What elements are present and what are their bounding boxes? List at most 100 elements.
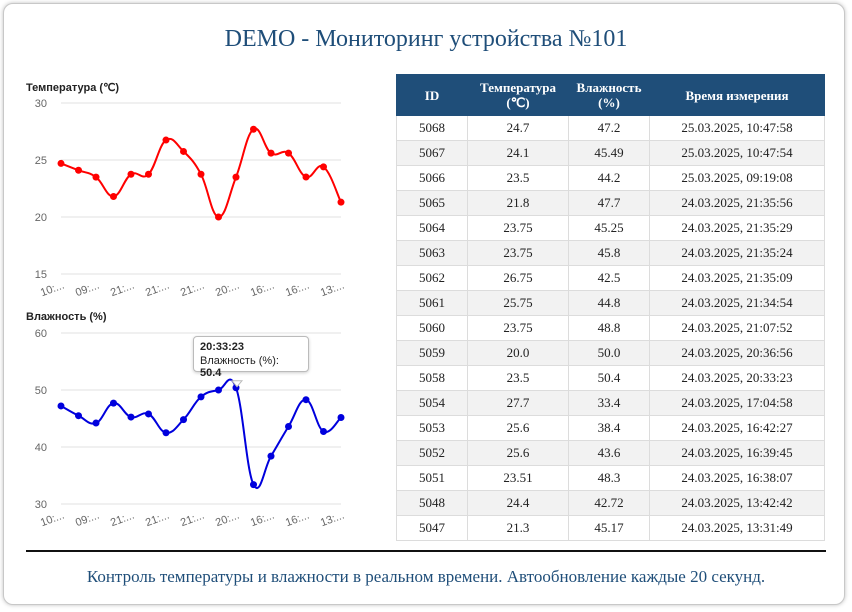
data-point[interactable] [92, 419, 100, 427]
cell-temperature: 23.51 [467, 465, 569, 491]
data-point[interactable] [110, 399, 117, 407]
data-point[interactable] [145, 170, 152, 178]
table-row[interactable]: 5053 25.6 38.4 24.03.2025, 16:42:27 [396, 415, 825, 441]
cell-id: 5068 [396, 115, 468, 141]
cell-id: 5066 [396, 165, 468, 191]
cell-time: 24.03.2025, 13:42:42 [649, 490, 825, 516]
table-row[interactable]: 5065 21.8 47.7 24.03.2025, 21:35:56 [396, 190, 825, 216]
table-row[interactable]: 5061 25.75 44.8 24.03.2025, 21:34:54 [396, 290, 825, 316]
cell-time: 24.03.2025, 21:35:29 [649, 215, 825, 241]
cell-humidity: 45.8 [568, 240, 650, 266]
cell-humidity: 43.6 [568, 440, 650, 466]
table-row[interactable]: 5047 21.3 45.17 24.03.2025, 13:31:49 [396, 515, 825, 541]
data-point[interactable] [215, 386, 222, 394]
table-row[interactable]: 5048 24.4 42.72 24.03.2025, 13:42:42 [396, 490, 825, 516]
data-point[interactable] [337, 198, 345, 206]
data-point[interactable] [232, 173, 240, 181]
cell-time: 25.03.2025, 10:47:54 [649, 140, 825, 166]
data-point[interactable] [285, 149, 292, 157]
data-point[interactable] [57, 159, 65, 167]
data-point[interactable] [250, 481, 257, 489]
data-point[interactable] [127, 170, 135, 178]
data-point[interactable] [162, 136, 170, 144]
cell-id: 5047 [396, 515, 468, 541]
cell-humidity: 45.25 [568, 215, 650, 241]
data-point[interactable] [75, 166, 82, 174]
data-point[interactable] [127, 413, 135, 421]
table-row[interactable]: 5067 24.1 45.49 25.03.2025, 10:47:54 [396, 140, 825, 166]
x-tick-label: 13:... [319, 510, 346, 530]
data-point[interactable] [110, 192, 117, 200]
table-row[interactable]: 5068 24.7 47.2 25.03.2025, 10:47:58 [396, 115, 825, 141]
cell-time: 25.03.2025, 09:19:08 [649, 165, 825, 191]
x-tick-label: 16:... [249, 510, 276, 530]
x-tick-label: 21:... [109, 510, 136, 530]
column-header-id[interactable]: ID [396, 74, 468, 116]
cell-humidity: 48.3 [568, 465, 650, 491]
cell-time: 24.03.2025, 17:04:58 [649, 390, 825, 416]
data-point[interactable] [145, 410, 152, 418]
cell-id: 5059 [396, 340, 468, 366]
cell-humidity: 47.7 [568, 190, 650, 216]
data-point[interactable] [180, 416, 187, 424]
table-row[interactable]: 5064 23.75 45.25 24.03.2025, 21:35:29 [396, 215, 825, 241]
y-tick-label: 25 [35, 155, 47, 167]
table-row[interactable]: 5062 26.75 42.5 24.03.2025, 21:35:09 [396, 265, 825, 291]
data-point[interactable] [180, 147, 187, 155]
data-point[interactable] [320, 427, 327, 435]
page-title: DEMO - Мониторинг устройства №101 [224, 26, 628, 52]
x-tick-label: 21:... [144, 510, 171, 530]
cell-time: 24.03.2025, 20:36:56 [649, 340, 825, 366]
cell-temperature: 24.1 [467, 140, 569, 166]
data-point[interactable] [197, 170, 205, 178]
data-point[interactable] [267, 149, 275, 157]
table-row[interactable]: 5063 23.75 45.8 24.03.2025, 21:35:24 [396, 240, 825, 266]
cell-time: 24.03.2025, 13:31:49 [649, 515, 825, 541]
table-row[interactable]: 5051 23.51 48.3 24.03.2025, 16:38:07 [396, 465, 825, 491]
column-header-time[interactable]: Время измерения [649, 74, 825, 116]
data-point[interactable] [57, 402, 65, 410]
cell-humidity: 48.8 [568, 315, 650, 341]
data-point[interactable] [250, 125, 257, 133]
cell-humidity: 42.72 [568, 490, 650, 516]
data-point[interactable] [285, 422, 292, 430]
data-point[interactable] [302, 173, 310, 181]
data-point[interactable] [162, 429, 170, 437]
data-point[interactable] [215, 213, 222, 221]
data-point[interactable] [302, 396, 310, 404]
cell-time: 24.03.2025, 21:35:24 [649, 240, 825, 266]
cell-time: 24.03.2025, 16:42:27 [649, 415, 825, 441]
cell-humidity: 38.4 [568, 415, 650, 441]
cell-temperature: 23.75 [467, 315, 569, 341]
table-row[interactable]: 5060 23.75 48.8 24.03.2025, 21:07:52 [396, 315, 825, 341]
temperature-chart-title: Температура (℃) [26, 82, 120, 94]
cell-id: 5053 [396, 415, 468, 441]
cell-temperature: 25.75 [467, 290, 569, 316]
cell-time: 24.03.2025, 21:07:52 [649, 315, 825, 341]
data-point[interactable] [267, 452, 275, 460]
data-point[interactable] [320, 163, 327, 171]
table-row[interactable]: 5054 27.7 33.4 24.03.2025, 17:04:58 [396, 390, 825, 416]
cell-temperature: 24.7 [467, 115, 569, 141]
column-header-humidity[interactable]: Влажность (%) [568, 74, 650, 116]
table-row[interactable]: 5052 25.6 43.6 24.03.2025, 16:39:45 [396, 440, 825, 466]
cell-time: 24.03.2025, 21:34:54 [649, 290, 825, 316]
cell-temperature: 23.75 [467, 215, 569, 241]
table-row[interactable]: 5059 20.0 50.0 24.03.2025, 20:36:56 [396, 340, 825, 366]
cell-time: 25.03.2025, 10:47:58 [649, 115, 825, 141]
table-row[interactable]: 5058 23.5 50.4 24.03.2025, 20:33:23 [396, 365, 825, 391]
y-tick-label: 30 [35, 499, 47, 511]
cell-temperature: 25.6 [467, 440, 569, 466]
header-temperature-label: Температура [480, 80, 556, 95]
data-point[interactable] [337, 414, 345, 422]
data-point[interactable] [75, 412, 82, 420]
column-header-temperature[interactable]: Температура (℃) [467, 74, 569, 116]
cell-temperature: 21.3 [467, 515, 569, 541]
data-point[interactable] [197, 393, 205, 401]
data-point[interactable] [92, 173, 100, 181]
cell-id: 5062 [396, 265, 468, 291]
table-row[interactable]: 5066 23.5 44.2 25.03.2025, 09:19:08 [396, 165, 825, 191]
chart-tooltip: 20:33:23 Влажность (%): 50.4 [193, 336, 309, 379]
